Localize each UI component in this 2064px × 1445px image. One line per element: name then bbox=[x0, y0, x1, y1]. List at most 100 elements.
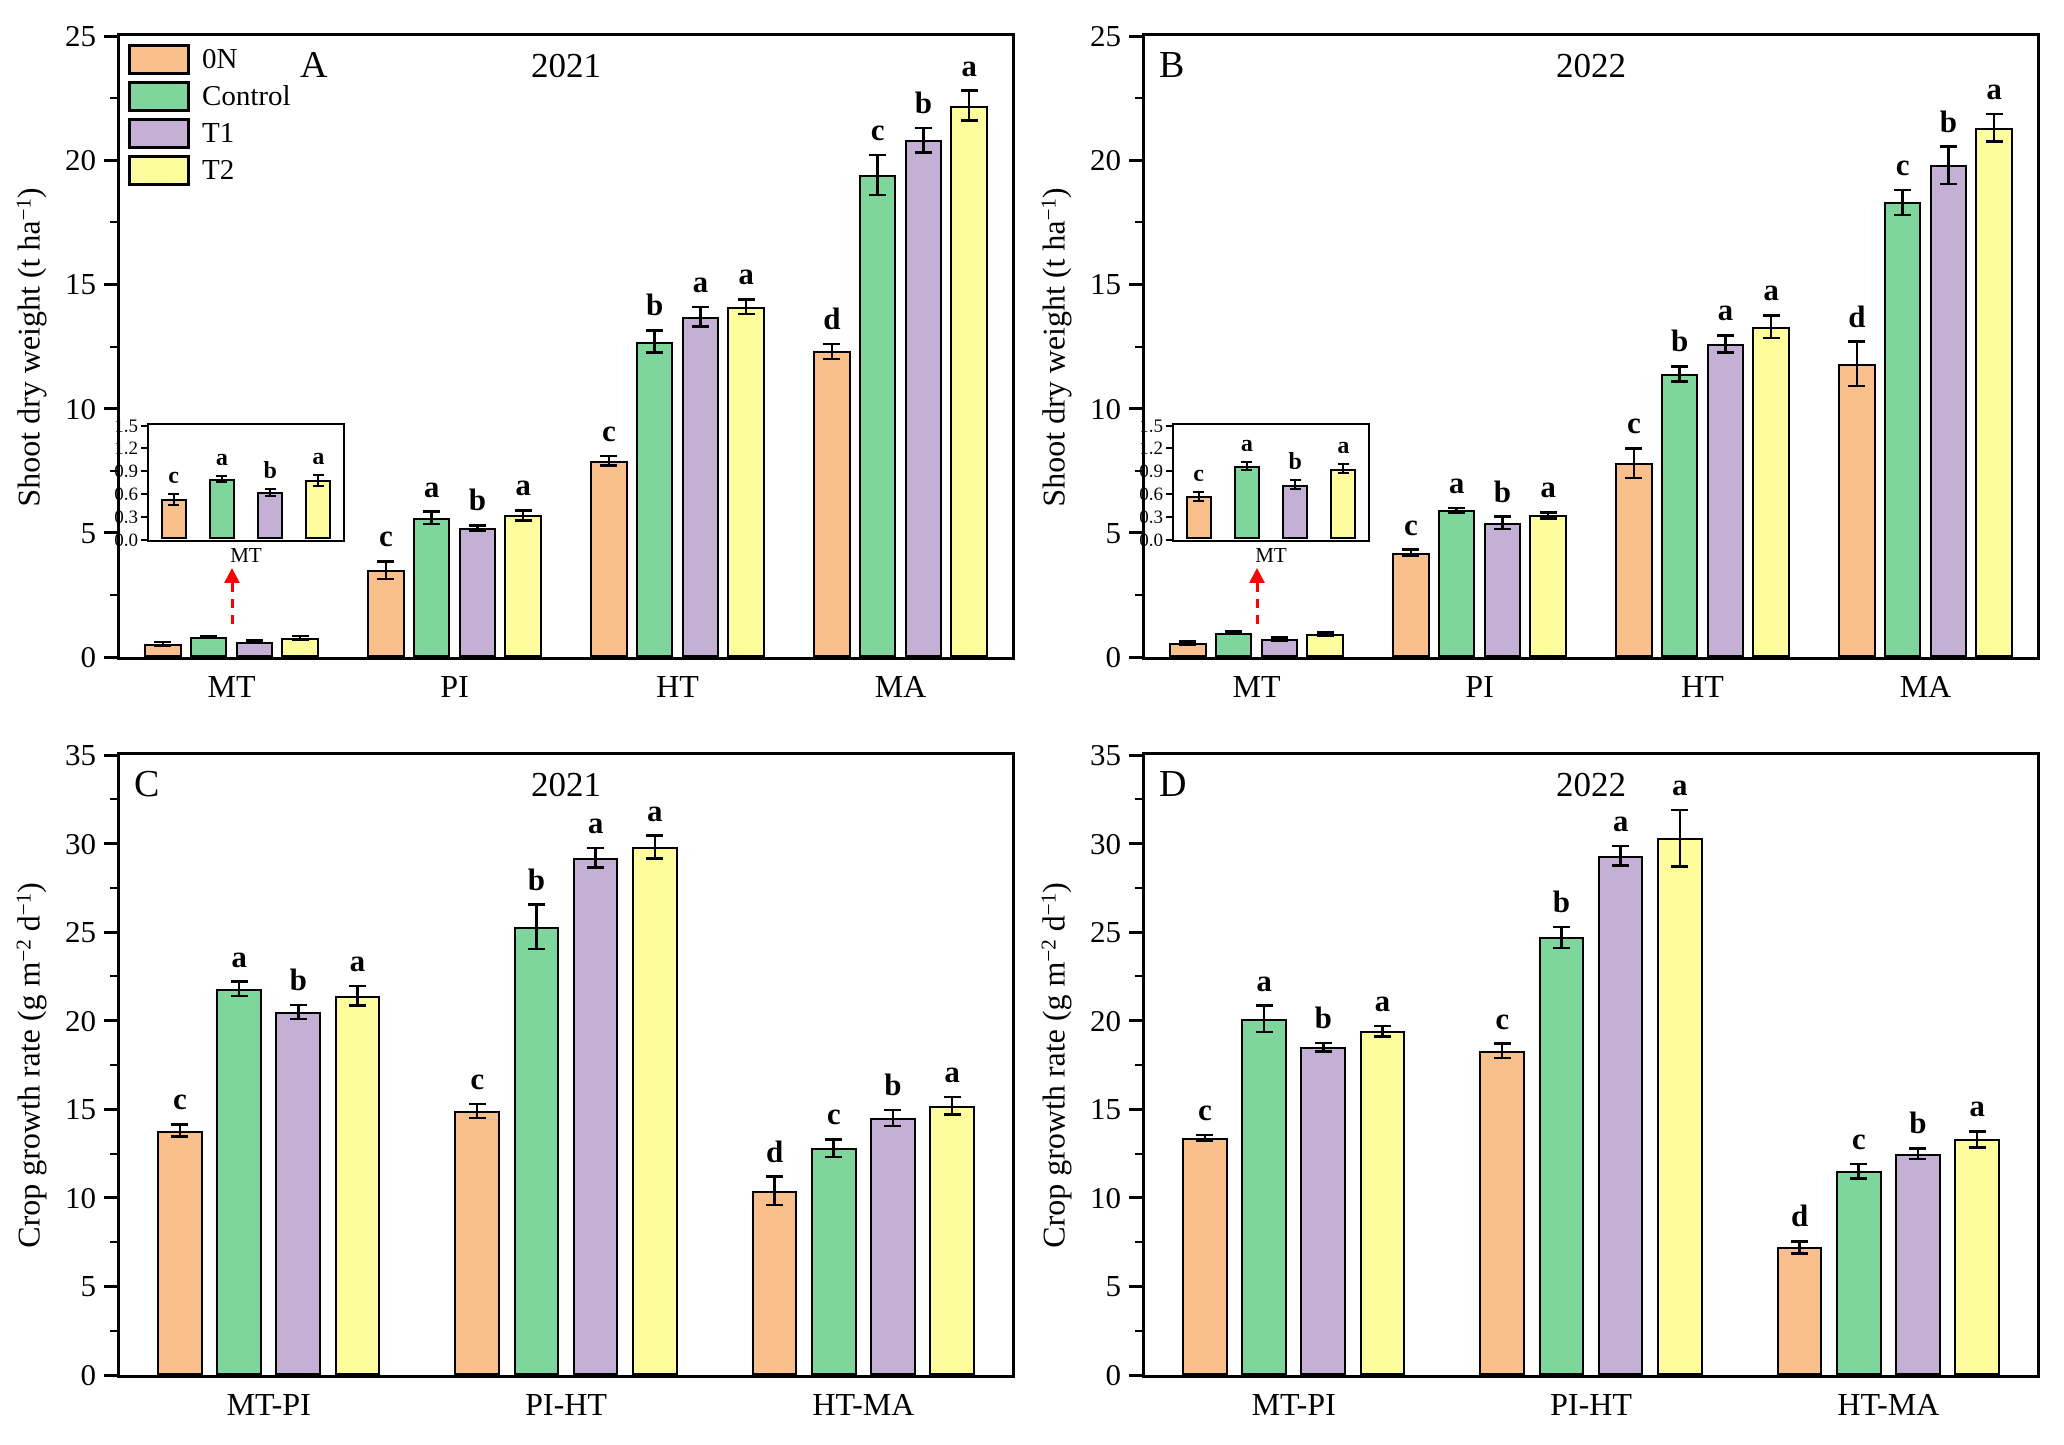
bar-A-HT-T2 bbox=[727, 306, 765, 657]
y-tick-label-D: 25 bbox=[1090, 914, 1121, 950]
y-tick-B bbox=[1129, 531, 1142, 535]
panel-letter-D: D bbox=[1159, 763, 1187, 805]
error-bar-line bbox=[1975, 1131, 1979, 1148]
sig-letter-D-PI-HT-Control: b bbox=[1552, 883, 1571, 919]
legend-label-T1: T1 bbox=[202, 117, 235, 149]
inset-y-tick-label: 0.6 bbox=[1139, 483, 1163, 505]
inset-error-bar-cap-top bbox=[1337, 463, 1349, 466]
error-bar-cap-top bbox=[1939, 145, 1957, 148]
bar-A-PI-T2 bbox=[504, 515, 542, 657]
y-tick-label-C: 35 bbox=[65, 737, 96, 772]
inset-sig-letter: b bbox=[1288, 449, 1302, 476]
sig-letter-B-MA-T1: b bbox=[1939, 103, 1957, 139]
y-tick-C bbox=[110, 1152, 117, 1155]
error-bar-cap-bottom bbox=[468, 529, 486, 532]
error-bar-line bbox=[384, 561, 388, 579]
y-axis-title-text: Crop growth rate (g m bbox=[1035, 961, 1072, 1248]
error-bar-cap-top bbox=[766, 1175, 784, 1178]
error-bar-line bbox=[653, 330, 656, 353]
error-bar-cap-bottom bbox=[1985, 140, 2003, 143]
inset-bar-B-Control bbox=[1233, 465, 1260, 540]
sig-letter-B-PI-T2: a bbox=[1540, 469, 1556, 505]
error-bar-line bbox=[535, 904, 538, 949]
bar-A-PI-T1 bbox=[458, 527, 497, 657]
y-tick-D bbox=[1129, 930, 1142, 934]
error-bar-line bbox=[1186, 641, 1190, 645]
y-tick-A bbox=[104, 531, 117, 535]
error-bar-cap-top bbox=[1848, 340, 1866, 343]
error-bar-cap-bottom bbox=[1791, 1252, 1809, 1255]
y-tick-A bbox=[110, 345, 117, 348]
legend-label-T2: T2 bbox=[202, 154, 235, 186]
error-bar-line bbox=[744, 299, 748, 315]
error-bar-cap-top bbox=[1179, 640, 1197, 643]
inset-bar-A-T1 bbox=[257, 492, 284, 540]
error-bar-cap-top bbox=[1316, 631, 1334, 634]
error-bar-cap-top bbox=[200, 634, 218, 638]
error-bar-cap-bottom bbox=[1255, 1030, 1273, 1034]
inset-error-bar-cap-top bbox=[1289, 479, 1301, 482]
error-bar-cap-bottom bbox=[1850, 1177, 1868, 1180]
error-bar-line bbox=[1262, 1005, 1266, 1033]
error-bar-cap-bottom bbox=[291, 638, 309, 641]
bar-B-MA-Control bbox=[1883, 202, 1922, 657]
y-axis-title-C: Crop growth rate (g m−2 d−1) bbox=[11, 882, 48, 1248]
bar-B-HT-0N bbox=[1615, 463, 1653, 657]
bar-C-MT-PI-Control bbox=[216, 988, 262, 1375]
error-bar-line bbox=[1455, 507, 1458, 513]
error-bar-cap-bottom bbox=[1612, 864, 1630, 867]
y-tick-D bbox=[1135, 1064, 1142, 1066]
error-bar-cap-top bbox=[154, 640, 172, 644]
error-bar-cap-bottom bbox=[943, 1113, 961, 1116]
y-tick-B bbox=[1129, 282, 1142, 286]
sig-letter-B-HT-0N: c bbox=[1627, 405, 1641, 441]
legend-swatch-T2 bbox=[128, 155, 190, 186]
error-bar-line bbox=[891, 1110, 895, 1127]
error-bar-cap-bottom bbox=[1625, 476, 1643, 480]
y-tick-B bbox=[1135, 593, 1142, 596]
error-bar-cap-bottom bbox=[468, 1116, 486, 1120]
legend-label-0N: 0N bbox=[202, 43, 238, 75]
error-bar-cap-top bbox=[646, 834, 664, 837]
bar-A-MA-T1 bbox=[904, 140, 943, 657]
error-bar-cap-top bbox=[1909, 1147, 1927, 1150]
y-tick-label-C: 10 bbox=[65, 1179, 96, 1215]
bar-B-PI-T2 bbox=[1529, 515, 1567, 657]
bar-A-HT-Control bbox=[635, 341, 674, 657]
error-bar-cap-top bbox=[869, 153, 887, 157]
legend-swatch-T1 bbox=[128, 118, 190, 149]
y-tick-D bbox=[1129, 753, 1142, 757]
inset-error-bar-cap-bottom bbox=[1289, 488, 1301, 491]
inset-y-tick-label: 1.5 bbox=[1139, 415, 1163, 437]
error-bar-cap-top bbox=[1373, 1024, 1391, 1028]
y-tick-D bbox=[1135, 975, 1142, 978]
sig-letter-C-MT-PI-T2: a bbox=[349, 943, 366, 979]
y-tick-A bbox=[110, 593, 117, 596]
error-bar-cap-top bbox=[527, 903, 545, 906]
error-bar-cap-top bbox=[943, 1095, 961, 1099]
sig-letter-A-MA-T2: a bbox=[961, 47, 977, 83]
error-bar-cap-top bbox=[1762, 314, 1780, 317]
y-tick-C bbox=[104, 1019, 117, 1023]
y-axis-title-superscript: −1 bbox=[1036, 197, 1061, 220]
error-bar-line bbox=[430, 511, 433, 525]
error-bar-line bbox=[161, 642, 165, 646]
bar-B-MT-Control bbox=[1214, 632, 1253, 657]
y-tick-C bbox=[104, 1107, 117, 1111]
error-bar-cap-top bbox=[1270, 636, 1288, 639]
y-tick-label-A: 5 bbox=[80, 514, 97, 550]
sig-letter-D-MT-PI-T2: a bbox=[1374, 983, 1391, 1019]
sig-letter-B-MA-0N: d bbox=[1848, 298, 1866, 334]
y-tick-D bbox=[1129, 842, 1142, 846]
error-bar-cap-bottom bbox=[914, 151, 932, 154]
sig-letter-D-HT-MA-0N: d bbox=[1790, 1198, 1809, 1234]
inset-bar-A-Control bbox=[208, 478, 235, 540]
inset-y-tick bbox=[1166, 447, 1172, 450]
bar-A-MA-T2 bbox=[950, 105, 988, 657]
error-bar-line bbox=[699, 306, 702, 327]
error-bar-cap-bottom bbox=[600, 464, 618, 467]
bar-D-PI-HT-0N bbox=[1479, 1050, 1526, 1375]
error-bar-line bbox=[1678, 809, 1681, 867]
error-bar-line bbox=[1632, 448, 1636, 479]
bar-C-HT-MA-T2 bbox=[929, 1105, 975, 1375]
